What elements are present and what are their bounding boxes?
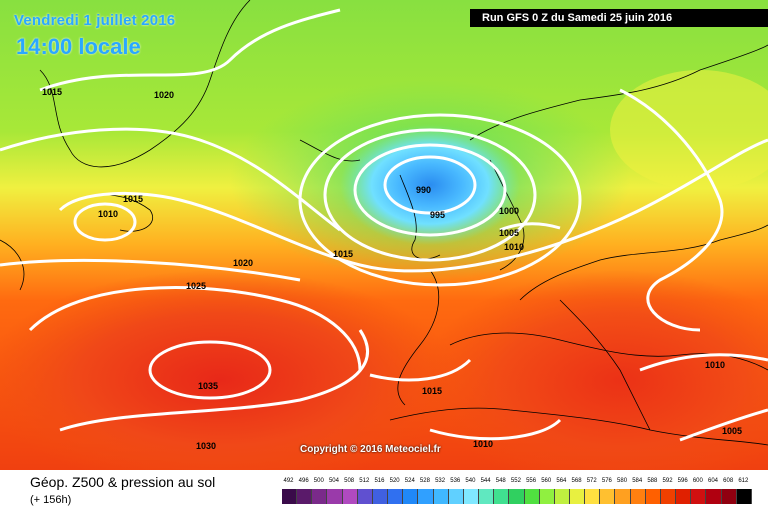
scale-label: 584 — [632, 478, 643, 484]
scale-label: 568 — [571, 478, 582, 484]
isobar-label: 1015 — [123, 194, 143, 204]
mediterranean-ridge — [420, 270, 768, 470]
scale-swatch — [706, 489, 722, 504]
scale-label: 572 — [586, 478, 597, 484]
scale-swatch — [736, 489, 752, 504]
scale-label: 512 — [359, 478, 370, 484]
isobar-label: 1010 — [705, 360, 725, 370]
scale-label: 532 — [435, 478, 446, 484]
valid-time: 14:00 locale — [16, 34, 141, 59]
scale-swatch — [357, 489, 373, 504]
isobar-label: 995 — [430, 210, 445, 220]
scale-swatch — [524, 489, 540, 504]
scale-label: 520 — [389, 478, 400, 484]
isobars — [0, 8, 768, 442]
scale-label: 588 — [647, 478, 658, 484]
scale-label: 492 — [283, 478, 294, 484]
scale-label: 576 — [601, 478, 612, 484]
scale-swatch — [418, 489, 434, 504]
scale-swatch — [554, 489, 570, 504]
color-scale-legend: 492 496 500 504 508 512 516 520 524 528 532 536 540 5… — [282, 478, 752, 506]
scale-swatch — [691, 489, 707, 504]
scale-label: 556 — [526, 478, 537, 484]
scale-label: 564 — [556, 478, 567, 484]
run-info: Run GFS 0 Z du Samedi 25 juin 2016 — [470, 9, 768, 27]
scale-swatch — [494, 489, 510, 504]
scale-swatch — [630, 489, 646, 504]
isobar-label: 1000 — [499, 206, 519, 216]
map-canvas: 1015 1020 1015 1010 990 995 1000 1005 10… — [0, 0, 768, 470]
scale-swatch — [403, 489, 419, 504]
scale-label: 552 — [510, 478, 521, 484]
scale-swatch — [463, 489, 480, 504]
isobar-label: 1015 — [42, 87, 62, 97]
scale-swatch — [372, 489, 389, 504]
isobar-label: 1020 — [154, 90, 174, 100]
scale-label: 536 — [450, 478, 461, 484]
scale-swatch — [721, 489, 737, 504]
scale-swatch — [600, 489, 616, 504]
isobar-label: 1005 — [722, 426, 742, 436]
isobar-label: 1010 — [473, 439, 493, 449]
isobar-label: 1020 — [233, 258, 253, 268]
scale-label: 540 — [465, 478, 476, 484]
scale-label: 600 — [692, 478, 703, 484]
scale-label: 604 — [708, 478, 719, 484]
scale-swatch — [388, 489, 404, 504]
scale-swatch — [433, 489, 449, 504]
scale-label: 500 — [313, 478, 324, 484]
weather-map: 1015 1020 1015 1010 990 995 1000 1005 10… — [0, 0, 768, 470]
scale-label: 508 — [344, 478, 355, 484]
scale-swatch — [539, 489, 555, 504]
scale-label: 596 — [677, 478, 688, 484]
scale-label: 560 — [541, 478, 552, 484]
product-title: Géop. Z500 & pression au sol — [30, 474, 216, 490]
scale-swatch — [327, 489, 343, 504]
isobar-label: 1025 — [186, 281, 206, 291]
forecast-lead-time: (+ 156h) — [30, 494, 72, 506]
valid-date: Vendredi 1 juillet 2016 — [14, 12, 176, 29]
isobar-label: 1005 — [499, 228, 519, 238]
scale-swatch — [569, 489, 586, 504]
scale-label: 548 — [495, 478, 506, 484]
isobar-label: 1035 — [198, 381, 218, 391]
scale-labels: 492 496 500 504 508 512 516 520 524 528 532 536 540 5… — [282, 478, 752, 488]
scale-swatch — [282, 489, 298, 504]
scale-swatch — [660, 489, 677, 504]
scale-swatch — [585, 489, 601, 504]
scale-swatch — [509, 489, 525, 504]
scale-label: 608 — [723, 478, 734, 484]
scale-swatches — [282, 489, 752, 504]
isobar-label: 1010 — [504, 242, 524, 252]
scale-label: 612 — [738, 478, 749, 484]
isobar-label: 990 — [416, 185, 431, 195]
scale-label: 592 — [662, 478, 673, 484]
isobar-label: 1030 — [196, 441, 216, 451]
scale-label: 504 — [328, 478, 339, 484]
scale-swatch — [297, 489, 313, 504]
scale-label: 528 — [419, 478, 430, 484]
scale-swatch — [342, 489, 358, 504]
isobar-label: 1010 — [98, 209, 118, 219]
scale-label: 516 — [374, 478, 385, 484]
scale-swatch — [479, 489, 495, 504]
scale-swatch — [676, 489, 692, 504]
scale-label: 496 — [298, 478, 309, 484]
scale-swatch — [448, 489, 464, 504]
scale-swatch — [615, 489, 631, 504]
scale-swatch — [312, 489, 328, 504]
scale-swatch — [645, 489, 661, 504]
scale-label: 580 — [617, 478, 628, 484]
scale-label: 544 — [480, 478, 491, 484]
isobar-labels: 1015 1020 1015 1010 990 995 1000 1005 10… — [42, 87, 742, 451]
isobar-label: 1015 — [422, 386, 442, 396]
scale-label: 524 — [404, 478, 415, 484]
isobar-label: 1015 — [333, 249, 353, 259]
copyright: Copyright © 2016 Meteociel.fr — [300, 444, 441, 455]
